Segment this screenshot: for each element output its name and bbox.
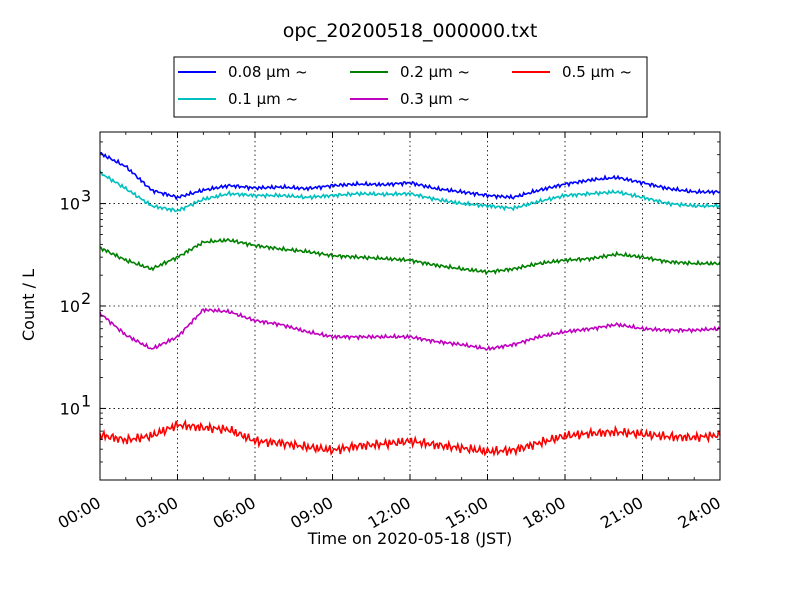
legend-label: 0.08 μm ~: [228, 63, 308, 81]
legend-label: 0.2 μm ~: [400, 63, 470, 81]
legend-frame: [173, 56, 648, 118]
series-line: [99, 307, 721, 352]
legend-label: 0.5 μm ~: [562, 63, 632, 81]
y-tick-exponent: 2: [81, 289, 91, 308]
y-tick-exponent: 3: [81, 187, 91, 206]
plot-frame: [99, 131, 721, 481]
y-axis-label: Count / L: [19, 269, 38, 341]
y-tick-base: 10: [60, 399, 80, 418]
series-line: [99, 418, 721, 458]
legend-label: 0.3 μm ~: [400, 90, 470, 108]
series-line: [99, 151, 721, 201]
x-axis-label: Time on 2020-05-18 (JST): [307, 529, 512, 548]
legend: 0.08 μm ~ 0.1 μm ~ 0.2 μm ~ 0.3 μm ~ 0.5 μm …: [173, 56, 648, 118]
series-lines: [99, 151, 721, 458]
y-tick-base: 10: [60, 195, 80, 214]
y-tick-label: 10 3: [60, 187, 92, 214]
series-line: [99, 170, 721, 214]
y-tick-exponent: 1: [81, 391, 91, 410]
axes: [99, 131, 721, 481]
y-tick-label: 10 2: [60, 289, 92, 316]
y-tick-label: 10 1: [60, 391, 92, 418]
legend-label: 0.1 μm ~: [228, 90, 298, 108]
chart-title: opc_20200518_000000.txt: [283, 20, 538, 42]
series-line: [99, 237, 721, 276]
y-tick-base: 10: [60, 297, 80, 316]
